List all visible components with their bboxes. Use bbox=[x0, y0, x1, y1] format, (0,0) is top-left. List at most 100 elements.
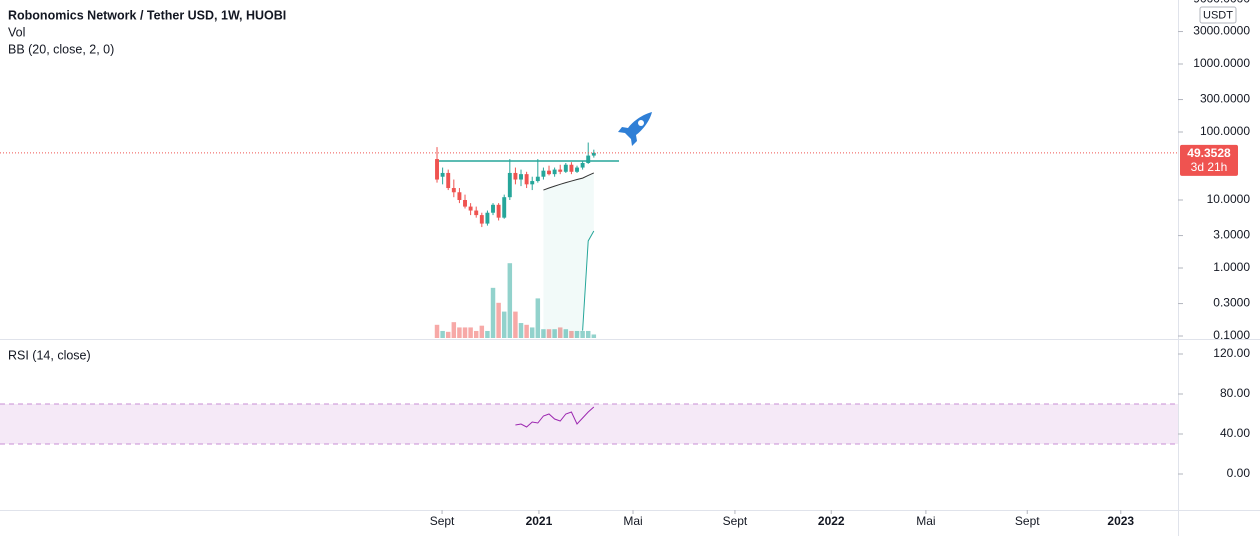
rsi-pane bbox=[0, 403, 1178, 445]
candle-body bbox=[586, 155, 591, 164]
volume-bar bbox=[490, 287, 496, 338]
volume-bar bbox=[513, 311, 518, 338]
axes: 9000.0000 3000.0000 1000.0000 300.0000 100.0… bbox=[430, 0, 1251, 528]
y-tick-label: 3.0000 bbox=[1213, 228, 1250, 242]
currency-box[interactable] bbox=[1199, 6, 1237, 24]
candle-body bbox=[479, 215, 484, 224]
y-tick-label: 100.0000 bbox=[1200, 124, 1250, 138]
candle-body bbox=[491, 204, 495, 213]
rsi-tick-label: 80.00 bbox=[1220, 386, 1250, 400]
rsi-line bbox=[515, 406, 595, 428]
price-label: 49.3528 bbox=[1187, 146, 1231, 160]
currency: USDT bbox=[1203, 9, 1233, 21]
candle-body bbox=[435, 159, 439, 180]
candle-body bbox=[580, 163, 585, 168]
volume-bar bbox=[574, 330, 580, 338]
volume-bar bbox=[507, 263, 513, 338]
candle-body bbox=[507, 172, 512, 198]
rsi-legend: RSI (14, close) bbox=[8, 348, 91, 362]
volume-bar bbox=[541, 329, 546, 338]
bb-basis bbox=[543, 172, 595, 191]
x-tick-label: Sept bbox=[430, 514, 455, 528]
candle-body bbox=[451, 188, 456, 193]
volume-bar bbox=[501, 311, 507, 338]
candle-body bbox=[530, 181, 535, 185]
x-tick-label: 2021 bbox=[526, 514, 553, 528]
volume-bar bbox=[591, 334, 597, 338]
bb-lower bbox=[582, 230, 595, 331]
countdown: 3d 21h bbox=[1191, 160, 1228, 174]
y-tick-label: 300.0000 bbox=[1200, 92, 1250, 106]
candle-body bbox=[575, 167, 579, 172]
volume-bar bbox=[546, 329, 552, 338]
volume-bar bbox=[473, 330, 479, 338]
volume-bar bbox=[440, 330, 445, 338]
volume-bar bbox=[563, 329, 569, 338]
volume-bar bbox=[580, 330, 585, 338]
candle-body bbox=[474, 210, 479, 216]
y-tick-label: 0.3000 bbox=[1213, 296, 1250, 310]
volume-bar bbox=[569, 330, 574, 338]
candle-body bbox=[463, 200, 467, 207]
rsi-tick-label: 40.00 bbox=[1220, 426, 1250, 440]
y-tick-label: 0.1000 bbox=[1213, 328, 1250, 342]
candle-body bbox=[591, 152, 596, 156]
candle-body bbox=[569, 164, 574, 172]
volume-bar bbox=[524, 324, 529, 338]
volume-bar bbox=[552, 329, 557, 338]
x-tick-label: 2023 bbox=[1107, 514, 1134, 528]
y-tick-label: 1000.0000 bbox=[1193, 56, 1250, 70]
x-tick-label: Mai bbox=[623, 514, 642, 528]
volume-bar bbox=[457, 327, 462, 338]
volume-bar bbox=[468, 327, 473, 338]
candle-body bbox=[457, 192, 462, 201]
volume-bar bbox=[434, 324, 440, 338]
y-tick-label: 1.0000 bbox=[1213, 260, 1250, 274]
symbol-title: Robonomics Network / Tether USD, 1W, HUO… bbox=[8, 8, 286, 22]
volume-bar bbox=[535, 298, 541, 338]
y-tick-label: 9000.0000 bbox=[1193, 0, 1250, 5]
price-label-box bbox=[1180, 144, 1238, 176]
volume-bar bbox=[496, 302, 501, 338]
candle-body bbox=[446, 172, 451, 189]
rsi-band bbox=[0, 404, 1178, 444]
bb-fill bbox=[543, 172, 594, 338]
bb-legend: BB (20, close, 2, 0) bbox=[8, 42, 114, 56]
candle-body bbox=[440, 172, 445, 177]
candle-body bbox=[552, 169, 557, 175]
candle-body bbox=[502, 197, 507, 218]
candle-body bbox=[547, 170, 551, 175]
rocket-icon bbox=[618, 112, 652, 146]
x-tick-label: Sept bbox=[1015, 514, 1040, 528]
candle-body bbox=[563, 164, 568, 172]
candle-body bbox=[541, 170, 546, 177]
volume-bar bbox=[462, 327, 468, 338]
volume-bar bbox=[485, 330, 490, 338]
candle-body bbox=[496, 204, 501, 218]
candle-body bbox=[524, 174, 529, 185]
rsi-tick-label: 120.00 bbox=[1213, 346, 1250, 360]
volume-bar bbox=[529, 327, 535, 338]
price-pane bbox=[0, 142, 1178, 338]
x-tick-label: Mai bbox=[916, 514, 935, 528]
candle-body bbox=[558, 169, 563, 172]
volume-bar bbox=[479, 325, 485, 338]
volume-bar bbox=[518, 323, 524, 338]
candle-body bbox=[535, 176, 540, 182]
x-tick-label: Sept bbox=[723, 514, 748, 528]
volume-bar bbox=[557, 327, 563, 338]
volume-bar bbox=[451, 322, 457, 338]
rsi-tick-label: 0.00 bbox=[1227, 466, 1251, 480]
x-tick-label: 2022 bbox=[818, 514, 845, 528]
y-tick-label: 10.0000 bbox=[1207, 192, 1251, 206]
volume-bar bbox=[445, 331, 451, 338]
vol-legend: Vol bbox=[8, 25, 25, 39]
candle-body bbox=[513, 172, 518, 180]
candle-body bbox=[485, 212, 490, 224]
candle-body bbox=[468, 206, 473, 211]
candle-body bbox=[519, 174, 523, 180]
volume-bar bbox=[585, 330, 591, 338]
y-tick-label: 3000.0000 bbox=[1193, 24, 1250, 38]
